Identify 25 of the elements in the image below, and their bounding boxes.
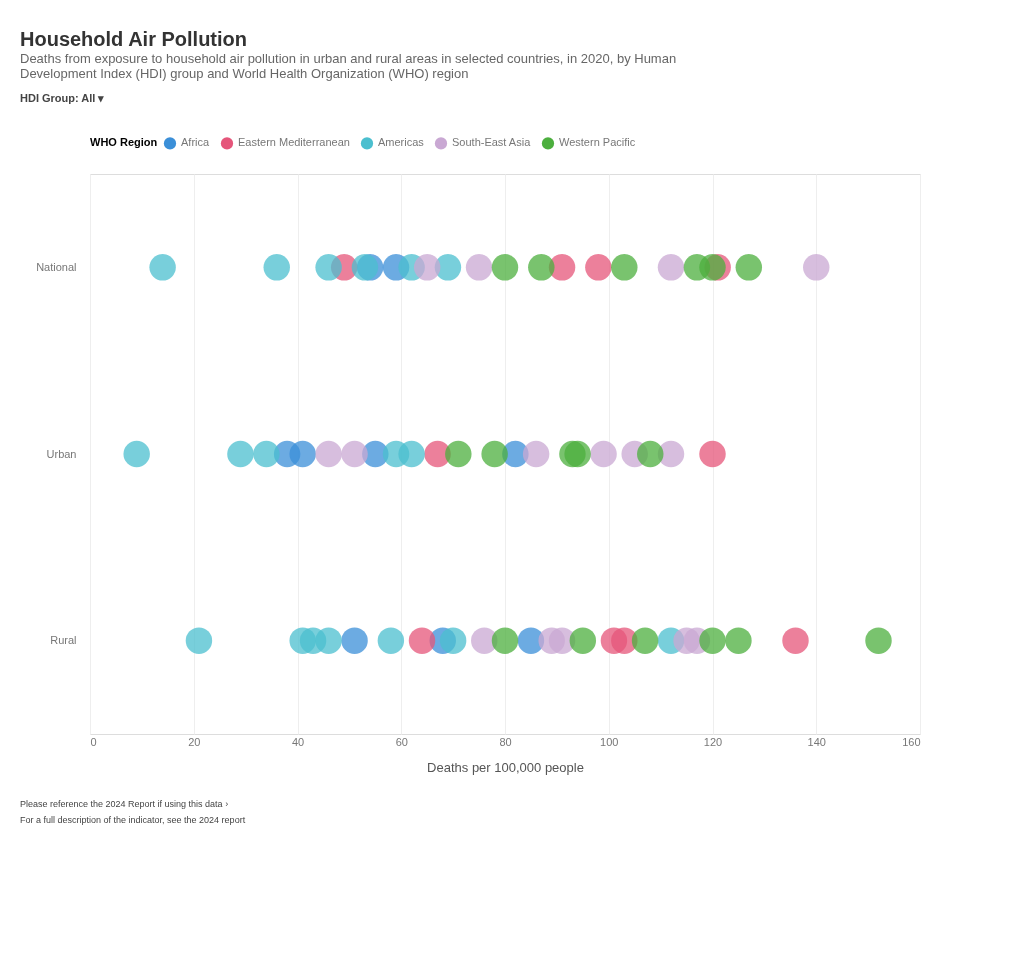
text: Deaths from exposure to household air pollution in urban and rural areas in selected countries, in 2020, by Human <box>20 51 677 66</box>
chart-title: Household Air Pollution <box>20 28 248 50</box>
x-tick-label: 80 <box>499 735 512 748</box>
text: Please reference the 2024 Report if using this data › <box>20 799 229 809</box>
x-tick-label: 0 <box>90 735 97 748</box>
x-axis-title: Deaths per 100,000 people <box>427 759 584 775</box>
legend-label: South-East Asia <box>452 136 532 149</box>
legend-label: Africa <box>181 136 210 149</box>
text: Development Index (HDI) group and World Health Organization (WHO) region <box>20 66 469 81</box>
text: For a full description of the indicator, see the 2024 report <box>20 815 246 825</box>
y-tick-label: Urban <box>46 447 77 460</box>
text: HDI Group: All ▾ <box>20 92 105 104</box>
x-tick-label: 120 <box>703 735 723 748</box>
x-tick-label: 160 <box>902 735 921 748</box>
x-tick-label: 40 <box>291 735 305 748</box>
x-tick-label: 20 <box>188 735 201 748</box>
legend-label: Eastern Mediterranean <box>238 136 350 149</box>
legend-title: WHO Region <box>90 136 158 148</box>
legend-label: Western Pacific <box>559 136 636 149</box>
x-tick-label: 60 <box>395 735 408 748</box>
y-tick-label: National <box>36 260 77 273</box>
x-tick-label: 140 <box>807 735 826 748</box>
x-tick-label: 100 <box>600 735 619 748</box>
legend-label: Americas <box>378 136 425 149</box>
y-tick-label: Rural <box>50 634 77 647</box>
